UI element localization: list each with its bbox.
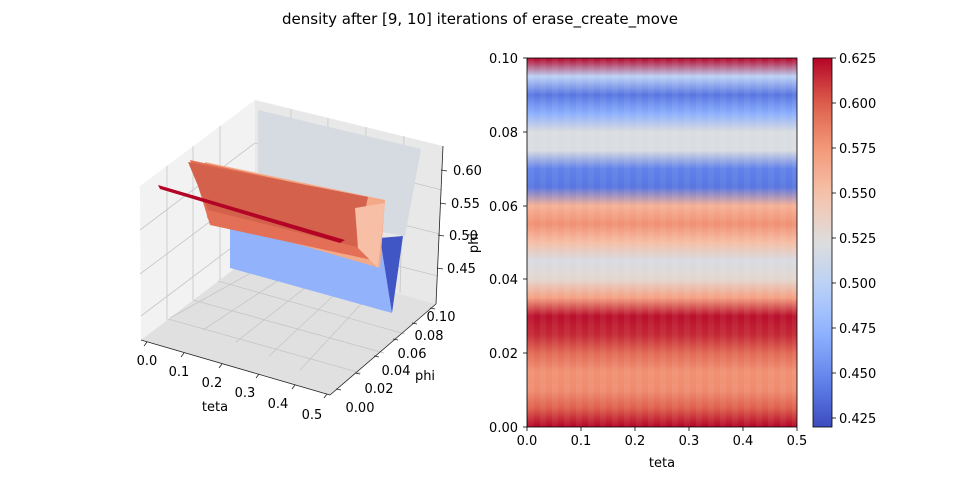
- colorbar-tick-label: 0.625: [839, 52, 876, 67]
- y3d-tick-label: 0.02: [365, 382, 394, 397]
- heatmap-x-ticks: [526, 427, 798, 431]
- heatmap-x-axis-label: teta: [649, 456, 675, 471]
- colorbar: 0.425 0.450 0.475 0.500 0.525 0.550 0.575 0.600…: [812, 52, 876, 428]
- heatmap-y-tick-label: 0.00: [489, 421, 518, 436]
- z3d-tick-label: 0.50: [449, 229, 478, 244]
- y3d-tick-label: 0.06: [398, 347, 427, 362]
- heatmap-x-tick-label: 0.2: [625, 434, 646, 449]
- heatmap-y-tick-label: 0.10: [489, 52, 518, 67]
- y3d-tick-label: 0.08: [415, 329, 444, 344]
- heatmap-frame: [526, 57, 798, 428]
- pane-back-left: [140, 100, 255, 340]
- surface: [158, 110, 421, 313]
- heatmap-y-ticks: [523, 57, 527, 428]
- axes-3d-edges: [140, 145, 444, 396]
- heatmap-x-tick-label: 0.4: [733, 434, 754, 449]
- colorbar-tick-label: 0.575: [839, 142, 876, 157]
- surface-ridge: [158, 185, 345, 243]
- colorbar-tick-label: 0.600: [839, 97, 876, 112]
- colorbar-tick-label: 0.450: [839, 367, 876, 382]
- z3d-tick-label: 0.45: [447, 262, 476, 277]
- heatmap-y-tick-label: 0.06: [489, 200, 518, 215]
- heatmap-y-axis-label: phi: [467, 233, 482, 253]
- x3d-tick-label: 0.5: [302, 408, 323, 423]
- colorbar-frame: [812, 57, 833, 428]
- heatmap-x-tick-label: 0.3: [679, 434, 700, 449]
- z3d-tick-label: 0.55: [451, 197, 480, 212]
- y3d-tick-label: 0.10: [427, 310, 456, 325]
- heatmap-x-tick-label: 0.1: [571, 434, 592, 449]
- colorbar-tick-label: 0.475: [839, 322, 876, 337]
- x-axis-3d: 0.0 0.1 0.2 0.3 0.4 0.5 teta: [137, 341, 328, 423]
- z-axis-3d: 0.45 0.50 0.55 0.60: [436, 164, 482, 277]
- surface-tan-edge: [355, 203, 385, 268]
- heatmap-y-tick-label: 0.08: [489, 126, 518, 141]
- heatmap-plot: 0.0 0.1 0.2 0.3 0.4 0.5 teta 0.00 0.02 0…: [467, 52, 807, 471]
- x3d-tick-label: 0.1: [169, 365, 190, 380]
- heatmap-x-tick-label: 0.0: [517, 434, 538, 449]
- y3d-tick-label: 0.00: [346, 401, 375, 416]
- x3d-tick-label: 0.4: [268, 397, 289, 412]
- x3d-tick-label: 0.3: [235, 386, 256, 401]
- x3d-tick-label: 0.0: [137, 354, 158, 369]
- y-axis-3d: 0.00 0.02 0.04 0.06 0.08 0.10 phi: [335, 307, 456, 416]
- colorbar-tick-label: 0.550: [839, 187, 876, 202]
- grid-3d: [139, 108, 443, 374]
- colorbar-ticks: 0.425 0.450 0.475 0.500 0.525 0.550 0.575 0.600…: [832, 52, 876, 427]
- colorbar-tick-label: 0.425: [839, 412, 876, 427]
- heatmap-x-tick-label: 0.5: [787, 434, 808, 449]
- heatmap-y-tick-label: 0.02: [489, 347, 518, 362]
- y3d-tick-label: 0.04: [382, 364, 411, 379]
- z3d-tick-label: 0.60: [453, 164, 482, 179]
- y3d-axis-label: phi: [415, 369, 435, 384]
- figure-title: density after [9, 10] iterations of eras…: [282, 10, 678, 29]
- colorbar-tick-label: 0.500: [839, 277, 876, 292]
- surface-3d-plot: 0.0 0.1 0.2 0.3 0.4 0.5 teta 0.00 0.02 0…: [137, 100, 482, 423]
- x3d-axis-label: teta: [202, 400, 228, 415]
- x3d-tick-label: 0.2: [202, 376, 223, 391]
- colorbar-tick-label: 0.525: [839, 232, 876, 247]
- surface-blue-fold: [380, 236, 403, 313]
- heatmap-y-tick-label: 0.04: [489, 273, 518, 288]
- colorbar-fill: [813, 58, 832, 427]
- heatmap-texture: [527, 58, 797, 427]
- surface-red-top: [188, 162, 368, 247]
